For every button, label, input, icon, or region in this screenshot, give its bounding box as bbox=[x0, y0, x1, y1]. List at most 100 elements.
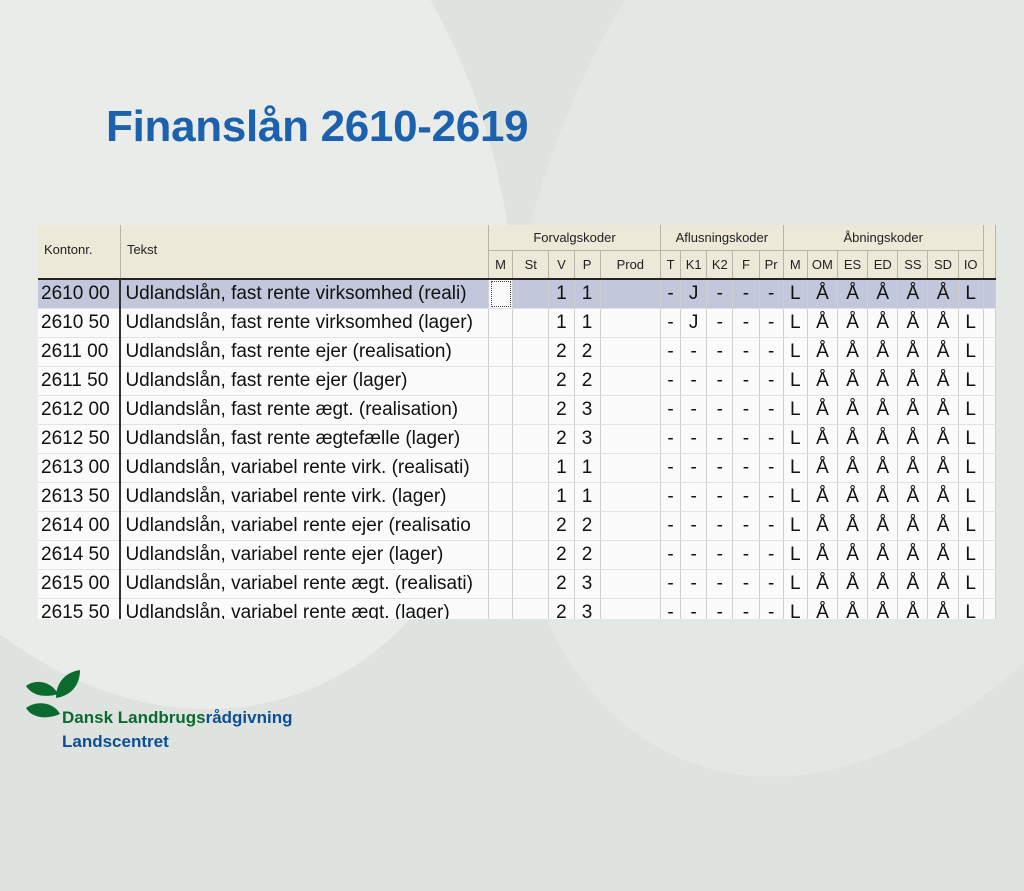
cell-code[interactable] bbox=[512, 511, 550, 541]
cell-tekst[interactable]: Udlandslån, variabel rente ejer (lager) bbox=[120, 540, 490, 570]
cell-code[interactable]: - bbox=[732, 540, 760, 570]
cell-code[interactable]: 2 bbox=[548, 337, 575, 367]
cell-code[interactable]: - bbox=[706, 569, 734, 599]
cell-code[interactable]: Å bbox=[927, 569, 959, 599]
cell-code[interactable]: - bbox=[660, 279, 682, 309]
cell-kontonr[interactable]: 2613 00 bbox=[38, 453, 122, 483]
cell-code[interactable]: Å bbox=[807, 598, 838, 619]
cell-code[interactable] bbox=[512, 337, 550, 367]
cell-code[interactable]: L bbox=[783, 569, 808, 599]
cell-code[interactable]: Å bbox=[927, 424, 959, 454]
cell-code[interactable]: J bbox=[680, 279, 708, 309]
cell-code[interactable]: Å bbox=[867, 424, 899, 454]
cell-code[interactable]: L bbox=[958, 337, 984, 367]
cell-code[interactable]: L bbox=[958, 598, 984, 619]
cell-code[interactable]: Å bbox=[897, 482, 929, 512]
cell-code[interactable]: L bbox=[783, 540, 808, 570]
cell-code[interactable]: L bbox=[958, 424, 984, 454]
cell-code[interactable]: - bbox=[759, 511, 784, 541]
cell-code[interactable]: L bbox=[783, 598, 808, 619]
cell-code[interactable]: 2 bbox=[574, 511, 601, 541]
cell-code[interactable]: - bbox=[680, 482, 708, 512]
cell-code[interactable]: L bbox=[958, 308, 984, 338]
cell-code[interactable]: Å bbox=[837, 337, 869, 367]
cell-code[interactable]: - bbox=[706, 424, 734, 454]
cell-code[interactable]: - bbox=[706, 511, 734, 541]
cell-code[interactable]: Å bbox=[837, 598, 869, 619]
cell-code[interactable]: L bbox=[958, 395, 984, 425]
cell-code[interactable]: 1 bbox=[548, 482, 575, 512]
cell-code[interactable]: Å bbox=[927, 279, 959, 309]
cell-kontonr[interactable]: 2611 50 bbox=[38, 366, 122, 396]
cell-code[interactable]: Å bbox=[837, 279, 869, 309]
table-row[interactable]: 2613 50 Udlandslån, variabel rente virk. … bbox=[38, 482, 996, 512]
cell-code[interactable]: L bbox=[958, 540, 984, 570]
cell-code[interactable]: - bbox=[660, 395, 682, 425]
cell-tekst[interactable]: Udlandslån, fast rente virksomhed (lager… bbox=[120, 308, 490, 338]
cell-code[interactable]: - bbox=[706, 395, 734, 425]
cell-tekst[interactable]: Udlandslån, variabel rente ægt. (realisa… bbox=[120, 569, 490, 599]
cell-code[interactable]: - bbox=[706, 337, 734, 367]
cell-code[interactable] bbox=[488, 511, 514, 541]
cell-code[interactable]: 2 bbox=[574, 540, 601, 570]
cell-code[interactable]: - bbox=[759, 540, 784, 570]
cell-code[interactable] bbox=[488, 569, 514, 599]
column-header-sub[interactable]: V bbox=[548, 250, 575, 280]
cell-code[interactable]: L bbox=[958, 511, 984, 541]
cell-code[interactable]: Å bbox=[837, 366, 869, 396]
cell-code[interactable] bbox=[488, 308, 514, 338]
cell-code[interactable]: Å bbox=[867, 482, 899, 512]
cell-code[interactable]: Å bbox=[897, 279, 929, 309]
cell-code[interactable]: Å bbox=[837, 308, 869, 338]
cell-code[interactable]: 2 bbox=[548, 540, 575, 570]
cell-code[interactable] bbox=[512, 395, 550, 425]
cell-code[interactable] bbox=[512, 569, 550, 599]
cell-code[interactable]: - bbox=[732, 337, 760, 367]
cell-code[interactable]: - bbox=[706, 308, 734, 338]
column-header-sub[interactable]: OM bbox=[807, 250, 838, 280]
cell-code[interactable]: - bbox=[759, 453, 784, 483]
cell-code[interactable]: 2 bbox=[548, 598, 575, 619]
column-header-sub[interactable]: F bbox=[732, 250, 760, 280]
cell-code[interactable]: Å bbox=[897, 598, 929, 619]
cell-code[interactable]: - bbox=[759, 569, 784, 599]
cell-code[interactable]: - bbox=[732, 366, 760, 396]
cell-code[interactable] bbox=[512, 424, 550, 454]
cell-code[interactable]: Å bbox=[807, 337, 838, 367]
cell-code[interactable]: Å bbox=[927, 511, 959, 541]
cell-code[interactable]: - bbox=[732, 482, 760, 512]
table-row[interactable]: 2612 50 Udlandslån, fast rente ægtefælle … bbox=[38, 424, 996, 454]
cell-tekst[interactable]: Udlandslån, variabel rente virk. (realis… bbox=[120, 453, 490, 483]
column-header-sub[interactable]: P bbox=[574, 250, 601, 280]
cell-code[interactable]: Å bbox=[837, 540, 869, 570]
cell-kontonr[interactable]: 2615 50 bbox=[38, 598, 122, 619]
cell-code[interactable] bbox=[600, 540, 661, 570]
cell-code[interactable]: Å bbox=[867, 569, 899, 599]
cell-code[interactable]: - bbox=[706, 366, 734, 396]
cell-code[interactable]: Å bbox=[897, 453, 929, 483]
cell-code[interactable] bbox=[488, 598, 514, 619]
cell-code[interactable]: Å bbox=[867, 598, 899, 619]
table-row[interactable]: 2610 50 Udlandslån, fast rente virksomhed… bbox=[38, 308, 996, 338]
column-header-sub[interactable]: T bbox=[660, 250, 682, 280]
column-header-sub[interactable]: Pr bbox=[759, 250, 784, 280]
cell-code[interactable]: L bbox=[958, 482, 984, 512]
cell-code[interactable]: L bbox=[783, 482, 808, 512]
column-header-sub[interactable]: SS bbox=[897, 250, 929, 280]
cell-kontonr[interactable]: 2612 00 bbox=[38, 395, 122, 425]
cell-code[interactable] bbox=[600, 453, 661, 483]
cell-code[interactable]: - bbox=[660, 337, 682, 367]
column-header-kontonr[interactable]: Kontonr. bbox=[38, 225, 121, 280]
cell-code[interactable]: 3 bbox=[574, 569, 601, 599]
table-row[interactable]: 2615 50 Udlandslån, variabel rente ægt. (… bbox=[38, 598, 996, 619]
cell-code[interactable] bbox=[488, 366, 514, 396]
cell-code[interactable]: Å bbox=[927, 453, 959, 483]
cell-code[interactable]: L bbox=[783, 511, 808, 541]
cell-code[interactable]: - bbox=[706, 279, 734, 309]
table-row[interactable]: 2615 00 Udlandslån, variabel rente ægt. (… bbox=[38, 569, 996, 599]
cell-code[interactable]: - bbox=[759, 308, 784, 338]
cell-code[interactable]: Å bbox=[807, 453, 838, 483]
cell-code[interactable]: Å bbox=[927, 598, 959, 619]
cell-code[interactable]: 1 bbox=[574, 308, 601, 338]
cell-code[interactable]: - bbox=[759, 598, 784, 619]
